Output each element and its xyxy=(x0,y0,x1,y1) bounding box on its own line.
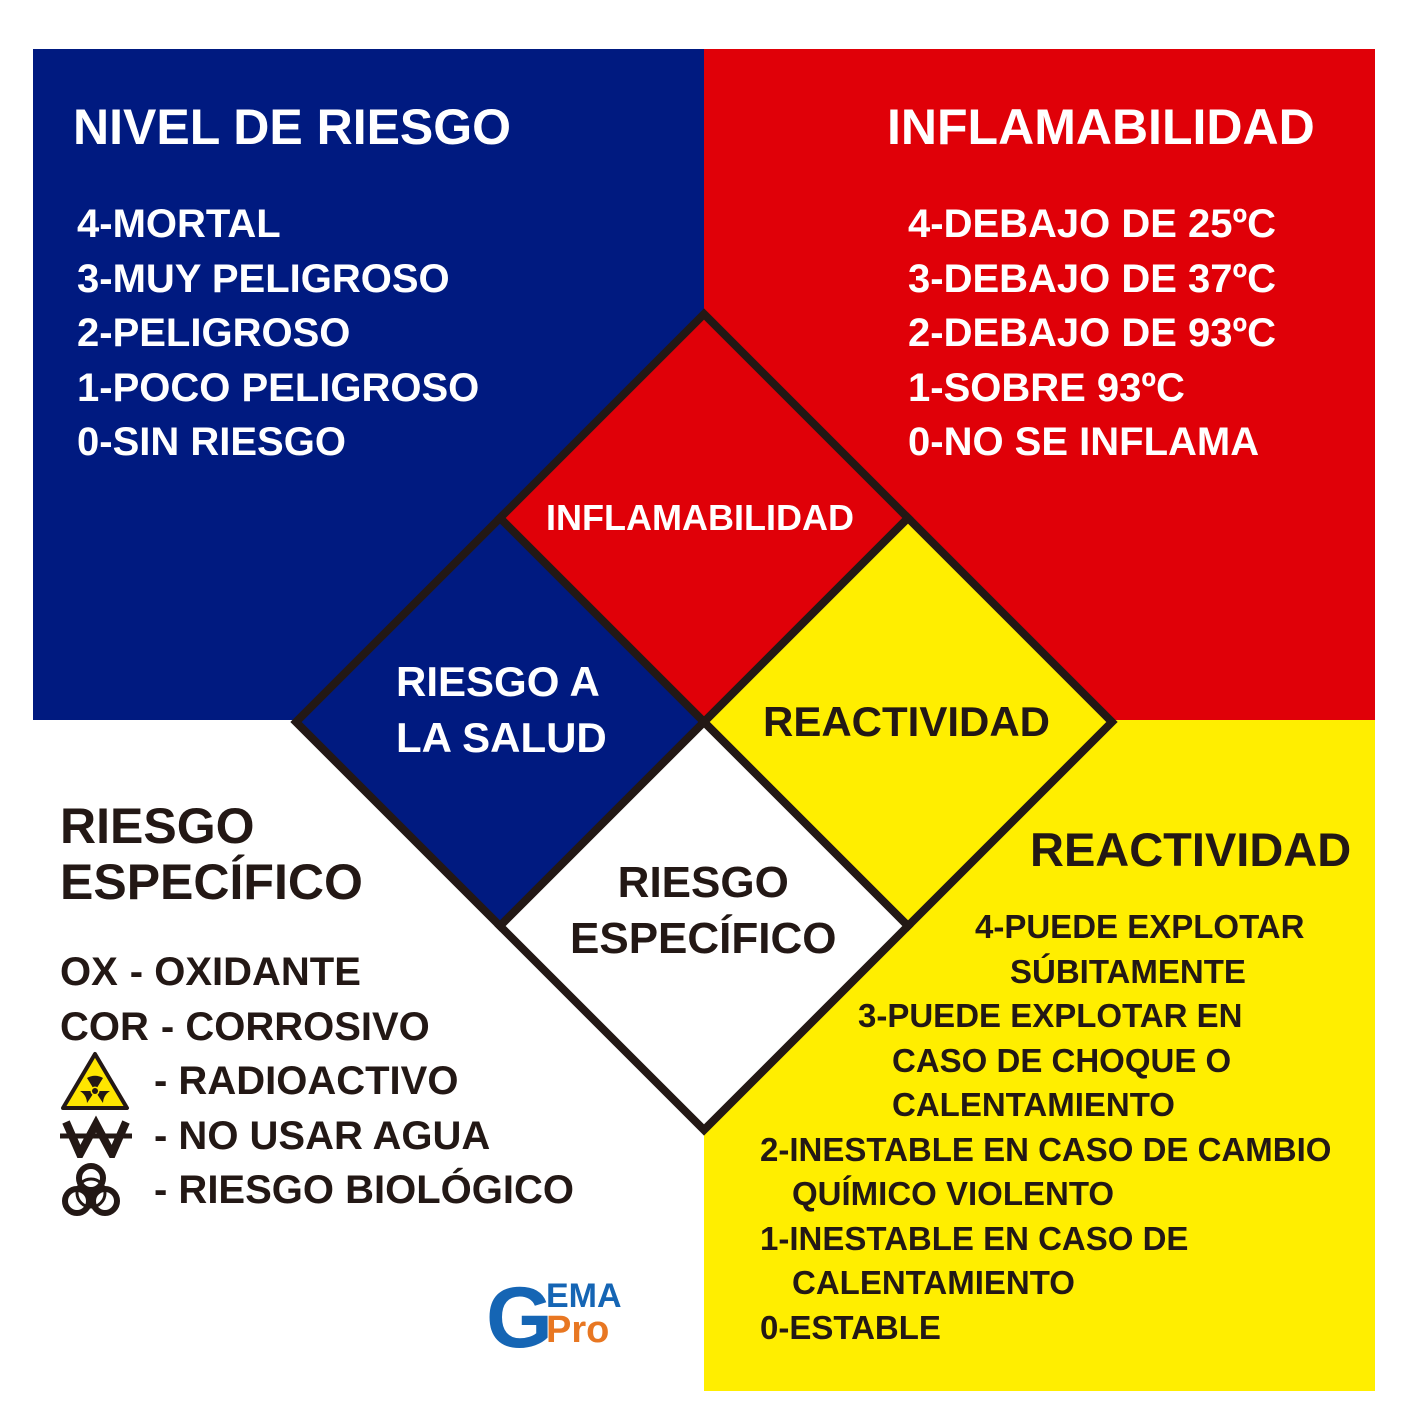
health-level: 3-MUY PELIGROSO xyxy=(77,256,450,301)
flammability-level: 4-DEBAJO DE 25ºC xyxy=(908,202,1277,246)
specific-label: - OXIDANTE xyxy=(129,950,361,994)
logo-pro: Pro xyxy=(546,1309,610,1351)
diamond-bottom-line: ESPECÍFICO xyxy=(570,914,837,963)
reactivity-line: 3-PUEDE EXPLOTAR EN xyxy=(858,997,1243,1034)
diamond-bottom-white xyxy=(494,716,914,1136)
diamond-bottom-line: RIESGO xyxy=(617,858,789,907)
specific-title-line: RIESGO xyxy=(60,798,255,854)
gema-pro-logo: G EMA Pro xyxy=(486,1270,656,1366)
logo-ema: EMA xyxy=(546,1277,622,1315)
health-title: NIVEL DE RIESGO xyxy=(73,99,512,155)
diamond-left-line: LA SALUD xyxy=(396,714,607,761)
reactivity-levels: 4-PUEDE EXPLOTAR SÚBITAMENTE 3-PUEDE EXP… xyxy=(760,905,1331,1350)
reactivity-line: 0-ESTABLE xyxy=(760,1308,941,1346)
flammability-level: 0-NO SE INFLAMA xyxy=(908,420,1260,464)
specific-item-radioactive: - RADIOACTIVO xyxy=(60,1052,574,1111)
health-level: 1-POCO PELIGROSO xyxy=(77,365,480,410)
specific-label: - CORROSIVO xyxy=(160,1004,430,1049)
flammability-level: 2-DEBAJO DE 93ºC xyxy=(908,311,1277,355)
biohazard-icon xyxy=(60,1163,146,1217)
specific-item-corrosive: COR - CORROSIVO xyxy=(60,1000,574,1055)
flammability-level: 3-DEBAJO DE 37ºC xyxy=(908,256,1277,301)
reactivity-line: 2-INESTABLE EN CASO DE CAMBIO xyxy=(760,1130,1332,1168)
specific-title-line: ESPECÍFICO xyxy=(60,854,363,910)
specific-label: - NO USAR AGUA xyxy=(154,1113,491,1158)
specific-label: - RIESGO BIOLÓGICO xyxy=(154,1168,575,1212)
flammability-levels: 4-DEBAJO DE 25ºC 3-DEBAJO DE 37ºC 2-DEBA… xyxy=(908,197,1276,470)
reactivity-line: CASO DE CHOQUE O xyxy=(892,1041,1232,1079)
health-levels: 4-MORTAL 3-MUY PELIGROSO 2-PELIGROSO 1-P… xyxy=(77,197,479,470)
diamond-right-label: REACTIVIDAD xyxy=(763,698,1051,745)
specific-item-biohazard: - RIESGO BIOLÓGICO xyxy=(60,1163,574,1218)
specific-label: - RADIOACTIVO xyxy=(154,1059,459,1103)
reactivity-title: REACTIVIDAD xyxy=(1030,823,1352,876)
specific-item-oxidant: OX - OXIDANTE xyxy=(60,945,574,1000)
logo-g: G xyxy=(486,1270,553,1366)
health-level: 0-SIN RIESGO xyxy=(77,420,346,464)
health-level: 2-PELIGROSO xyxy=(77,311,351,355)
specific-item-no-water: - NO USAR AGUA xyxy=(60,1109,574,1164)
no-water-icon xyxy=(60,1109,146,1163)
specific-prefix: OX xyxy=(60,950,118,994)
reactivity-line: 1-INESTABLE EN CASO DE xyxy=(760,1219,1189,1257)
specific-title: RIESGO ESPECÍFICO xyxy=(60,798,363,910)
diamond-top-label: INFLAMABILIDAD xyxy=(546,497,854,538)
specific-prefix: COR xyxy=(60,1004,149,1049)
reactivity-line: 4-PUEDE EXPLOTAR xyxy=(975,908,1305,945)
diamond-bottom-label: RIESGO ESPECÍFICO xyxy=(570,855,837,967)
flammability-level: 1-SOBRE 93ºC xyxy=(908,365,1185,410)
reactivity-line: CALENTAMIENTO xyxy=(792,1264,1075,1301)
specific-list: OX - OXIDANTE COR - CORROSIVO - RADIOACT… xyxy=(60,945,574,1218)
reactivity-line: SÚBITAMENTE xyxy=(1010,952,1246,990)
diamond-left-line: RIESGO A xyxy=(396,658,600,705)
diamond-left-label: RIESGO A LA SALUD xyxy=(396,654,607,766)
reactivity-line: QUÍMICO VIOLENTO xyxy=(792,1175,1115,1212)
health-level: 4-MORTAL xyxy=(77,202,281,246)
flammability-title: INFLAMABILIDAD xyxy=(887,99,1315,155)
radioactive-icon xyxy=(60,1052,146,1111)
reactivity-line: CALENTAMIENTO xyxy=(892,1086,1175,1123)
